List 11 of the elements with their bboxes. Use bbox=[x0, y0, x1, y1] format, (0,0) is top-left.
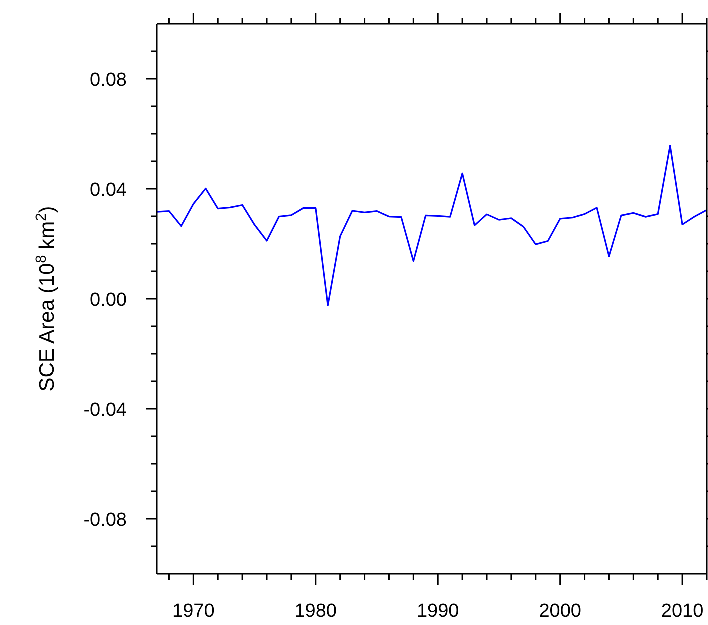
y-tick-label: 0.04 bbox=[90, 180, 128, 201]
x-tick-label: 1990 bbox=[416, 601, 460, 622]
x-tick-label: 2010 bbox=[661, 601, 704, 622]
x-tick-label: 1980 bbox=[294, 601, 338, 622]
y-tick-label: 0.00 bbox=[90, 290, 127, 311]
x-tick-label: 2000 bbox=[539, 601, 582, 622]
y-tick-label: -0.08 bbox=[84, 510, 127, 531]
line-series bbox=[157, 145, 707, 306]
y-tick-label: -0.04 bbox=[84, 400, 128, 421]
x-tick-label: 1970 bbox=[172, 601, 215, 622]
y-tick-label: 0.08 bbox=[90, 70, 127, 91]
